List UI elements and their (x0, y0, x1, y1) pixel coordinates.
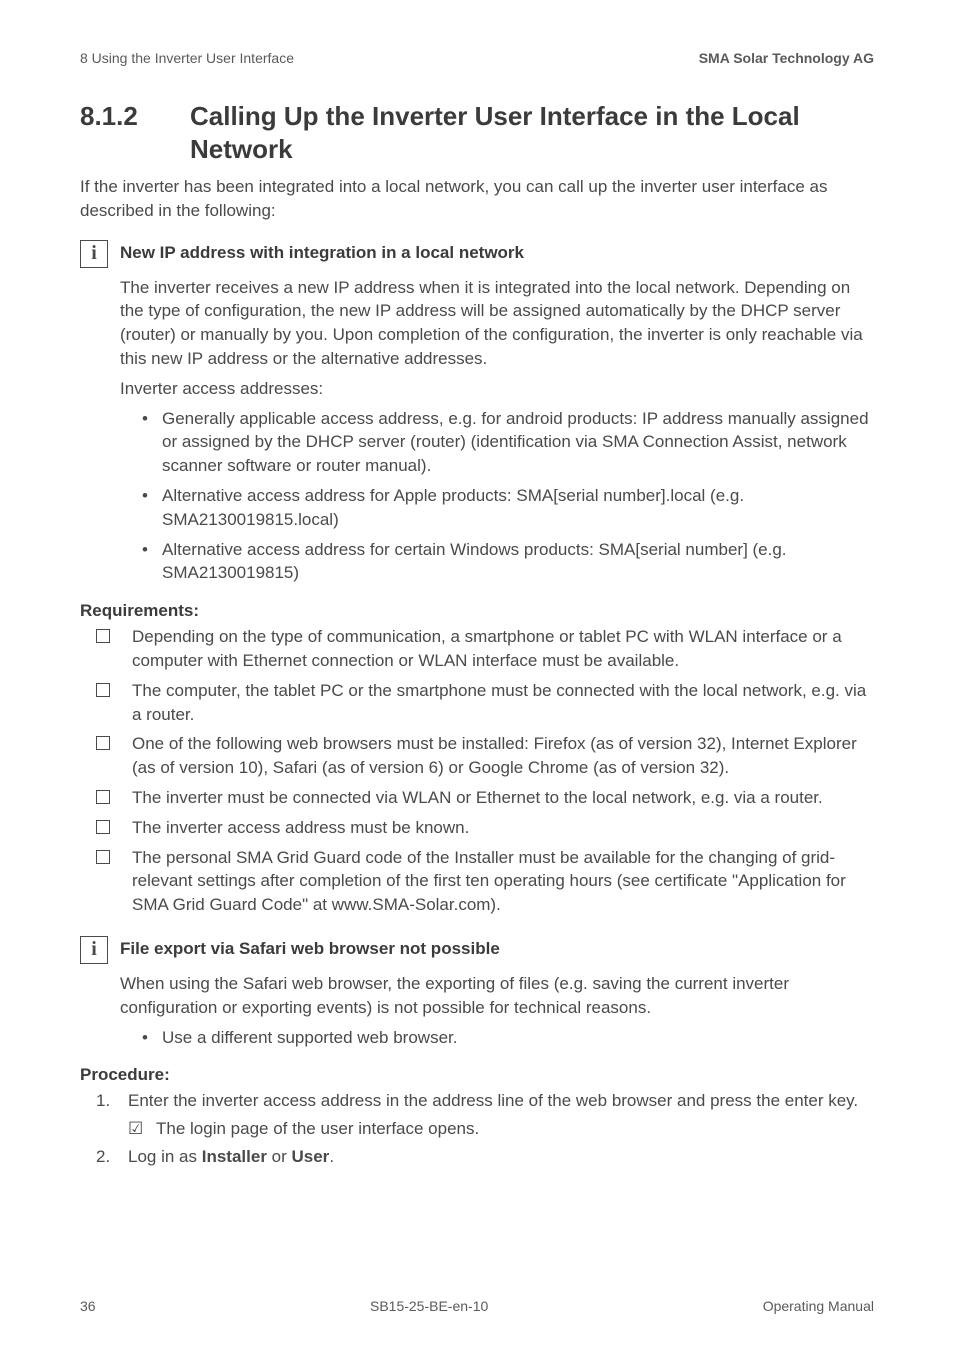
list-item: Alternative access address for certain W… (138, 538, 874, 586)
info-block-1-title: New IP address with integration in a loc… (120, 239, 524, 267)
section-heading: 8.1.2 Calling Up the Inverter User Inter… (80, 100, 874, 165)
list-item: One of the following web browsers must b… (96, 732, 874, 780)
running-header-left: 8 Using the Inverter User Interface (80, 50, 294, 66)
procedure-step-2-bold2: User (292, 1147, 330, 1166)
list-item: The computer, the tablet PC or the smart… (96, 679, 874, 727)
list-item: Alternative access address for Apple pro… (138, 484, 874, 532)
info-icon: i (80, 936, 108, 964)
footer-doc-type: Operating Manual (763, 1298, 874, 1314)
section-title-text: Calling Up the Inverter User Interface i… (190, 100, 874, 165)
list-item: Depending on the type of communication, … (96, 625, 874, 673)
procedure-step-2-mid: or (267, 1147, 292, 1166)
section-intro: If the inverter has been integrated into… (80, 175, 874, 223)
info-block-1-body: The inverter receives a new IP address w… (120, 270, 874, 592)
info-block-1-header: i New IP address with integration in a l… (80, 239, 874, 268)
requirements-list: Depending on the type of communication, … (80, 625, 874, 923)
procedure-step-2-suffix: . (329, 1147, 334, 1166)
page-container: 8 Using the Inverter User Interface SMA … (0, 0, 954, 1354)
procedure-list: Enter the inverter access address in the… (80, 1089, 874, 1172)
info2-bullet-list: Use a different supported web browser. (120, 1026, 874, 1050)
footer-page-number: 36 (80, 1298, 96, 1314)
requirements-heading: Requirements: (80, 601, 874, 621)
list-item: The inverter access address must be know… (96, 816, 874, 840)
info1-bullet-list: Generally applicable access address, e.g… (120, 407, 874, 586)
procedure-step-2-prefix: Log in as (128, 1147, 202, 1166)
running-header: 8 Using the Inverter User Interface SMA … (80, 50, 874, 66)
info-block-2-body: When using the Safari web browser, the e… (120, 966, 874, 1055)
info1-para2: Inverter access addresses: (120, 377, 874, 401)
procedure-step-1-text: Enter the inverter access address in the… (128, 1091, 858, 1110)
list-item: Generally applicable access address, e.g… (138, 407, 874, 478)
info-block-2-header: i File export via Safari web browser not… (80, 935, 874, 964)
running-header-right: SMA Solar Technology AG (699, 50, 874, 66)
procedure-heading: Procedure: (80, 1065, 874, 1085)
info1-para1: The inverter receives a new IP address w… (120, 276, 874, 371)
procedure-step-2: Log in as Installer or User. (96, 1145, 874, 1169)
info2-para1: When using the Safari web browser, the e… (120, 972, 874, 1020)
procedure-step-1: Enter the inverter access address in the… (96, 1089, 874, 1141)
section-number: 8.1.2 (80, 100, 190, 133)
page-footer: 36 SB15-25-BE-en-10 Operating Manual (80, 1298, 874, 1314)
procedure-step-1-result: The login page of the user interface ope… (128, 1117, 874, 1141)
footer-doc-id: SB15-25-BE-en-10 (370, 1298, 488, 1314)
info-block-2-title: File export via Safari web browser not p… (120, 935, 500, 963)
procedure-step-2-bold1: Installer (202, 1147, 267, 1166)
info-icon: i (80, 240, 108, 268)
list-item: The inverter must be connected via WLAN … (96, 786, 874, 810)
list-item: The personal SMA Grid Guard code of the … (96, 846, 874, 917)
list-item: Use a different supported web browser. (138, 1026, 874, 1050)
